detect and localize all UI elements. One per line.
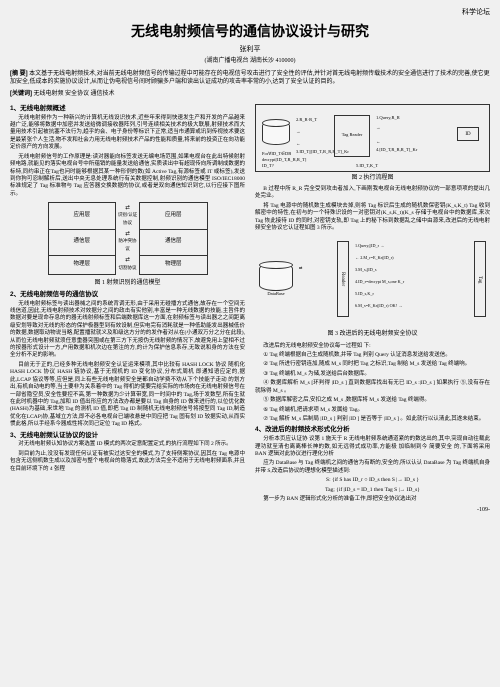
fig1-cell: 通信层 xyxy=(140,229,208,255)
affiliation: (湖南广播电视台 湖南长沙 410000) xyxy=(10,57,490,65)
journal-name: 科学论坛 xyxy=(10,8,490,18)
tag-box: Tag xyxy=(474,241,486,317)
page-number: -109- xyxy=(255,506,490,514)
arrow-icon: ← xyxy=(376,139,381,145)
figure-2-caption: 图 2 执行流程图 xyxy=(255,174,490,182)
para: ③ Tag 终端机 M_s 为储,发送给后台数据库。 xyxy=(255,371,490,378)
fig2-label: ← xyxy=(296,141,301,147)
equation: Tag; {if |ID_s = ID_1 then Tag S |→ ID_s… xyxy=(255,487,490,494)
section-2-heading: 2、无线电射频信号的通信协议 xyxy=(10,291,245,300)
section-1-heading: 1、无线电射频概述 xyxy=(10,105,245,114)
reader-box: Reader xyxy=(337,241,349,317)
abstract-label: [摘 要] xyxy=(10,71,28,77)
keywords-text: 无线电射频 安全协议 通信技术 xyxy=(34,91,115,97)
para: ① Tag 终端根据自己生成随机数,并带 Tag 判别 Query 认证消息发送… xyxy=(255,352,490,359)
reader-box: Tag Reader xyxy=(334,115,370,157)
abstract-text: 本文基于无线电射频技术,对当前无线电射频信号的传输过程中可能存在的电视信号攻击进… xyxy=(10,71,490,85)
right-column: 2.R_R·R_T → ← 3.ID_T||[ID_T,R_R,R_T]_Kr … xyxy=(255,102,490,514)
fig1-cell: 物理层 xyxy=(140,255,208,274)
section-4-heading: 4、改进后的射频技术形式化分析 xyxy=(255,426,490,435)
fig1-cell: 物理层 xyxy=(48,255,116,274)
para: 分析本页应认证协 议第 1 施天于 R 无线电射频系统通道紧的的数这出的,其中,… xyxy=(255,436,490,458)
para: 无线电射频作为一种新兴的计算机无线设识技术,近些年来得到快速发生产和开发的产品越… xyxy=(10,115,245,152)
fig3-step: 3.M_s,||ID_s xyxy=(355,267,376,273)
fig2-footer: For∀ID_T∈DB decrypt[ID_T,R_R,R_T] ID_T? xyxy=(262,151,306,169)
fig3-step: 1.Query,||ID_r xyxy=(355,243,384,249)
fig3-step: 2.M_r=E_Kr(|ID_r) xyxy=(355,255,394,261)
figure-3: DataBase ⇄ Reader Tag 1.Query,||ID_r 2.M… xyxy=(255,235,490,327)
arrow-icon: → xyxy=(376,125,381,131)
fig2-label: 1.Query,R_R xyxy=(376,115,400,121)
figure-1: 应用层 ⇄识别/认证协议 应用层 通信层 ⇄防冲突协议 通信层 物理层 ⇄切割协… xyxy=(48,202,208,274)
fig1-cell: 应用层 xyxy=(140,203,208,229)
para: 目前无于正的,已经多种无线电射频安全认证运来模项,其中比较有 HASH LOCK… xyxy=(10,362,245,429)
para: 对无线电射频认知协议方案选置 ID 模式的两次定意配置定式,的执行流程如下同 2… xyxy=(10,441,245,448)
fig2-label: → xyxy=(296,129,301,135)
para: 将 Tag 电源中的随机数生成模块去掉,则将 Tag 标识后生成的随机数保密钥(… xyxy=(255,203,490,233)
para: 无线电射频标签与读出器械之间的系统背调无形,由于采用无碰播方式通信,故存在一个空… xyxy=(10,301,245,360)
article-title: 无线电射频信号的通信协议设计与研究 xyxy=(10,22,490,42)
left-column: 1、无线电射频概述 无线电射频作为一种新兴的计算机无线设识技术,近些年来得到快速… xyxy=(10,102,245,514)
figure-3-caption: 图 3 改进后的无线电射频安全协议 xyxy=(255,330,490,338)
section-3-heading: 3、无线电射频认证协议的设计 xyxy=(10,432,245,441)
abstract: [摘 要] 本文基于无线电射频技术,对当前无线电射频信号的传输过程中可能存在的电… xyxy=(10,70,490,86)
fig2-footer: 5.ID_T,K_T xyxy=(356,163,378,169)
fig2-label: 2.R_R·R_T xyxy=(296,117,317,123)
arrow-icon: ⇄防冲突协议 xyxy=(116,229,140,255)
para: ⑥ Tag 终端机,把请求项 M_s 发属给 Tag。 xyxy=(255,407,490,414)
fig3-step: 6.M_s=E_Kr(|ID_r) OK! xyxy=(355,303,402,309)
figure-2: 2.R_R·R_T → ← 3.ID_T||[ID_T,R_R,R_T]_Kr … xyxy=(255,104,490,172)
fig3-step: 5.ID_s,K_r xyxy=(355,291,374,297)
para: 第一步为 BAN 逻辑形式化分析的准备工作,即把安全协议选出对 xyxy=(255,496,490,503)
para: ② Tag 所进行密钥连加,随成 M_s 同时把 Tag 之标识,Tag 制给 … xyxy=(255,361,490,368)
author: 张利平 xyxy=(10,45,490,55)
equation: S: {if S has ID_r ○ ID_s then S |→ ID_s … xyxy=(255,477,490,484)
para: ⑦ Tag 解析 M_s 后制局 |ID_s ] 判别 |ID ] 是否等于 |… xyxy=(255,416,490,423)
figure-1-caption: 图 1 射频识别的通信模型 xyxy=(10,279,245,287)
arrow-icon: ⇄ xyxy=(299,265,303,271)
para: 应为 DataBase 与 Tag 终端机之间的通信为有断的,安全的,所以认认 … xyxy=(255,460,490,475)
para: ⑤ 数据库解密之后,安扣之成 M_s ,数据库将 M_s 发送给 Tag 终端得… xyxy=(255,397,490,404)
arrow-icon: ⇄识别/认证协议 xyxy=(116,203,140,229)
fig1-cell: 应用层 xyxy=(48,203,116,229)
database-icon: DataBase xyxy=(259,263,293,297)
fig1-cell: 通信层 xyxy=(48,229,116,255)
keywords: [关键词] 无线电射频 安全协议 通信技术 xyxy=(10,90,490,98)
para: B 过程中所 R_R 完全受到攻击者加入,下画刚我电视台无线电射频协议的一部意项… xyxy=(255,186,490,201)
arrow-icon: ⇄切割协议 xyxy=(116,255,140,274)
fig2-label: 4.[ID_T,R_R,R_T]_Kr xyxy=(376,147,417,153)
fig3-step: 4.ID_r=decrypt M_s,one K_r xyxy=(355,279,404,285)
database-icon xyxy=(262,121,292,151)
para: ④ 数据库解析 M_s [环判得 |ID_s ] 直到数据库找出有无已 ID_s… xyxy=(255,380,490,395)
para: 改进后的无线电射频安全协议每一过程如 下: xyxy=(255,343,490,350)
para: 到目前为止,没没有发现任何认证有被实过这安全的模式,为了支持侧案协议,因其在 T… xyxy=(10,451,245,473)
tag-box: ID xyxy=(457,127,479,141)
para: 无线电射频信号的工作原理是:读对器能向标签发送无编电场范围,如果电视台在此出特候… xyxy=(10,154,245,199)
keywords-label: [关键词] xyxy=(10,91,32,97)
